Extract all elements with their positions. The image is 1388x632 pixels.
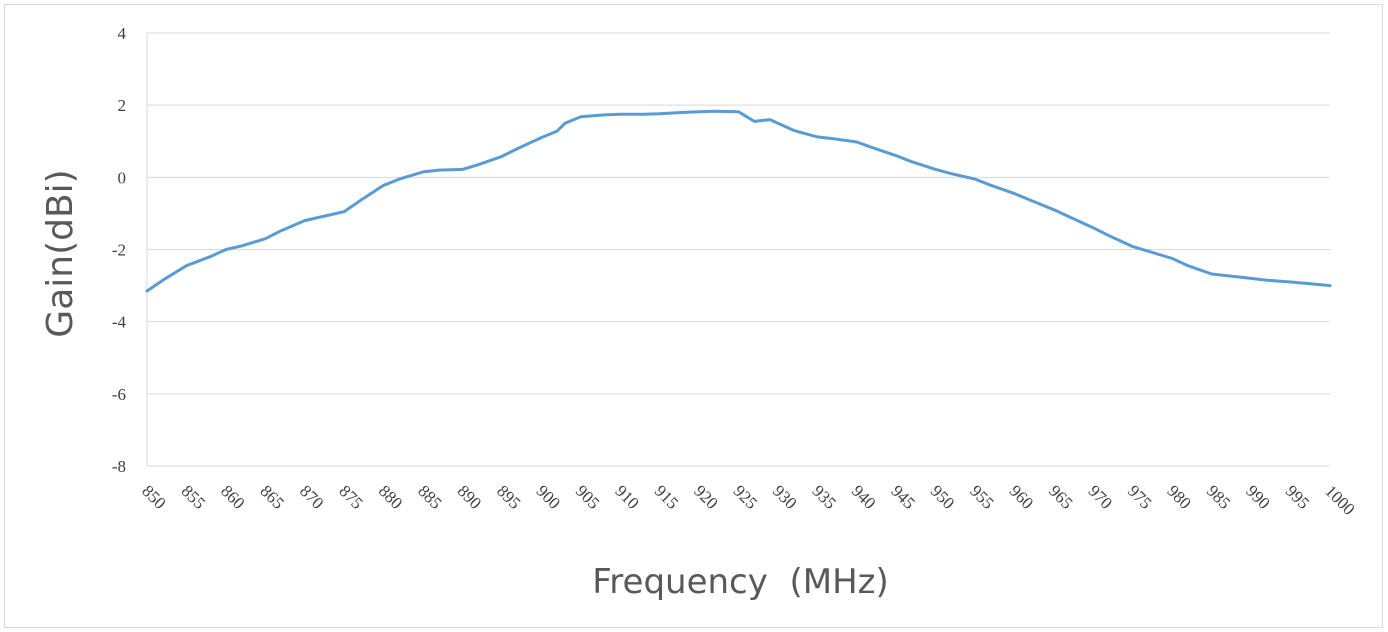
y-tick-label: 4 — [118, 24, 127, 43]
x-tick-label: 900 — [533, 481, 564, 512]
x-tick-label: 985 — [1203, 481, 1234, 512]
x-tick-labels: 850 855 860 865 870 875 880 885 890 895 900 905 910 9… — [138, 481, 1358, 518]
y-tick-label: -8 — [112, 457, 126, 476]
x-tick-label: 925 — [730, 481, 761, 512]
x-tick-label: 895 — [493, 481, 524, 512]
x-tick-label: 880 — [375, 481, 406, 512]
x-tick-label: 910 — [611, 481, 642, 512]
x-tick-label: 990 — [1242, 481, 1273, 512]
y-tick-label: -6 — [112, 385, 126, 404]
x-tick-label: 920 — [690, 481, 721, 512]
x-tick-label: 865 — [256, 481, 287, 512]
y-tick-label: 0 — [118, 168, 127, 187]
x-tick-label: 995 — [1282, 481, 1313, 512]
x-tick-label: 935 — [809, 481, 840, 512]
x-tick-label: 975 — [1124, 481, 1155, 512]
y-tick-labels: 4 2 0 -2 -4 -6 -8 — [112, 24, 127, 476]
chart-frame — [4, 4, 1383, 628]
x-tick-label: 970 — [1085, 481, 1116, 512]
x-tick-label: 890 — [454, 481, 485, 512]
y-tick-label: -4 — [112, 313, 127, 332]
x-tick-label: 915 — [651, 481, 682, 512]
data-series — [145, 109, 1332, 293]
gridlines — [147, 32, 1330, 467]
x-tick-label: 955 — [966, 481, 997, 512]
x-tick-label: 950 — [927, 481, 958, 512]
x-tick-label: 860 — [217, 481, 248, 512]
x-tick-label: 875 — [335, 481, 366, 512]
x-tick-label: 1000 — [1321, 481, 1358, 518]
x-tick-label: 940 — [848, 481, 879, 512]
x-tick-label: 855 — [178, 481, 209, 512]
x-tick-label: 905 — [572, 481, 603, 512]
x-tick-label: 980 — [1163, 481, 1194, 512]
y-tick-label: 2 — [118, 96, 127, 115]
x-tick-label: 930 — [769, 481, 800, 512]
x-tick-label: 870 — [296, 481, 327, 512]
y-tick-label: -2 — [112, 241, 126, 260]
x-tick-label: 850 — [138, 481, 169, 512]
x-axis-title: Frequency (MHz) — [592, 562, 889, 602]
x-tick-label: 945 — [887, 481, 918, 512]
x-tick-label: 885 — [414, 481, 445, 512]
x-tick-label: 960 — [1006, 481, 1037, 512]
y-axis-title: Gain(dBi) — [40, 169, 81, 337]
gain-series-line — [145, 109, 1332, 293]
x-tick-label: 965 — [1045, 481, 1076, 512]
